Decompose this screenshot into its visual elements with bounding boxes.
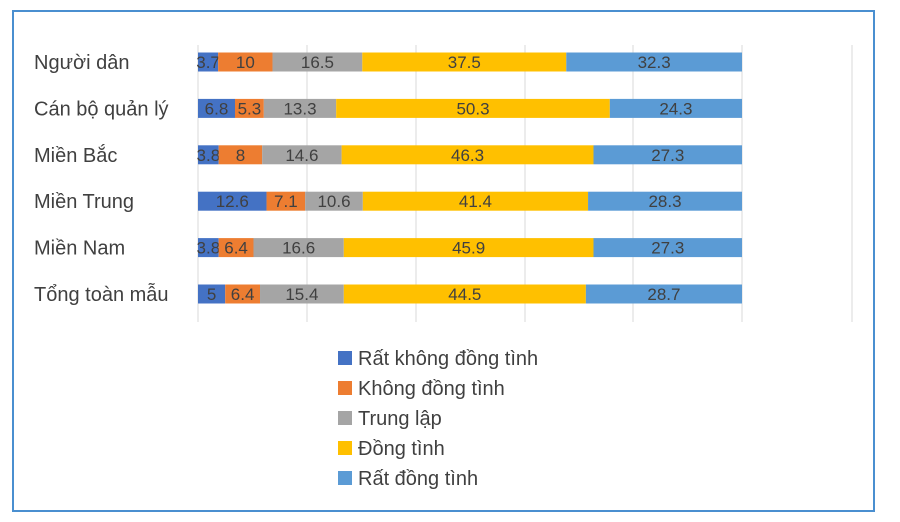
bar-rat-khong-dong-tinh-nguoi-dan bbox=[198, 52, 219, 72]
category-label-mien-trung: Miền Trung bbox=[34, 191, 134, 213]
data-label-rat-khong-dong-tinh-can-bo-quan-ly: 6.8 bbox=[205, 99, 229, 118]
bar-rat-dong-tinh-can-bo-quan-ly bbox=[609, 98, 742, 118]
bar-khong-dong-tinh-tong-toan-mau bbox=[225, 284, 261, 304]
legend-swatch-trung-lap bbox=[338, 411, 352, 425]
legend-label-rat-khong-dong-tinh: Rất không đồng tình bbox=[358, 348, 538, 370]
data-label-dong-tinh-tong-toan-mau: 44.5 bbox=[448, 285, 481, 304]
bar-dong-tinh-nguoi-dan bbox=[362, 52, 567, 72]
category-label-nguoi-dan: Người dân bbox=[34, 52, 129, 74]
legend-swatch-rat-khong-dong-tinh bbox=[338, 351, 352, 365]
data-label-rat-dong-tinh-mien-nam: 27.3 bbox=[651, 239, 684, 258]
bar-dong-tinh-mien-nam bbox=[343, 238, 594, 258]
category-label-tong-toan-mau: Tổng toàn mẫu bbox=[34, 283, 169, 306]
bar-rat-khong-dong-tinh-mien-bac bbox=[198, 145, 219, 165]
bar-rat-khong-dong-tinh-mien-nam bbox=[198, 238, 219, 258]
bar-rat-khong-dong-tinh-tong-toan-mau bbox=[198, 284, 226, 304]
legend-swatch-dong-tinh bbox=[338, 441, 352, 455]
bar-trung-lap-mien-nam bbox=[253, 238, 344, 258]
data-label-khong-dong-tinh-mien-nam: 6.4 bbox=[224, 239, 248, 258]
bar-rat-khong-dong-tinh-can-bo-quan-ly bbox=[198, 98, 235, 118]
data-label-dong-tinh-nguoi-dan: 37.5 bbox=[448, 53, 481, 72]
data-label-dong-tinh-mien-bac: 46.3 bbox=[451, 146, 484, 165]
bar-rat-dong-tinh-mien-trung bbox=[588, 191, 742, 211]
bar-trung-lap-can-bo-quan-ly bbox=[263, 98, 337, 118]
category-label-can-bo-quan-ly: Cán bộ quản lý bbox=[34, 98, 169, 120]
data-label-rat-dong-tinh-nguoi-dan: 32.3 bbox=[638, 53, 671, 72]
bar-rat-dong-tinh-nguoi-dan bbox=[566, 52, 742, 72]
data-label-trung-lap-can-bo-quan-ly: 13.3 bbox=[283, 99, 316, 118]
data-label-rat-khong-dong-tinh-mien-nam: 3.8 bbox=[197, 239, 221, 258]
bar-rat-dong-tinh-mien-bac bbox=[593, 145, 742, 165]
legend-swatch-khong-dong-tinh bbox=[338, 381, 352, 395]
bar-rat-dong-tinh-mien-nam bbox=[593, 238, 742, 258]
bar-khong-dong-tinh-mien-nam bbox=[218, 238, 254, 258]
bar-khong-dong-tinh-can-bo-quan-ly bbox=[234, 98, 264, 118]
bar-trung-lap-mien-trung bbox=[305, 191, 363, 211]
bar-dong-tinh-tong-toan-mau bbox=[343, 284, 586, 304]
bar-rat-dong-tinh-tong-toan-mau bbox=[585, 284, 742, 304]
category-label-mien-bac: Miền Bắc bbox=[34, 144, 117, 167]
data-label-rat-dong-tinh-mien-trung: 28.3 bbox=[648, 192, 681, 211]
data-label-trung-lap-nguoi-dan: 16.5 bbox=[301, 53, 334, 72]
data-label-rat-khong-dong-tinh-mien-trung: 12.6 bbox=[216, 192, 249, 211]
legend-swatch-rat-dong-tinh bbox=[338, 471, 352, 485]
data-label-trung-lap-tong-toan-mau: 15.4 bbox=[285, 285, 318, 304]
bar-dong-tinh-can-bo-quan-ly bbox=[336, 98, 610, 118]
data-label-khong-dong-tinh-mien-trung: 7.1 bbox=[274, 192, 298, 211]
data-label-khong-dong-tinh-nguoi-dan: 10 bbox=[236, 53, 255, 72]
bar-khong-dong-tinh-nguoi-dan bbox=[218, 52, 273, 72]
bar-rat-khong-dong-tinh-mien-trung bbox=[198, 191, 267, 211]
data-label-rat-dong-tinh-tong-toan-mau: 28.7 bbox=[647, 285, 680, 304]
data-label-khong-dong-tinh-mien-bac: 8 bbox=[236, 146, 245, 165]
data-label-trung-lap-mien-bac: 14.6 bbox=[285, 146, 318, 165]
data-label-rat-dong-tinh-mien-bac: 27.3 bbox=[651, 146, 684, 165]
data-label-dong-tinh-mien-nam: 45.9 bbox=[452, 239, 485, 258]
bar-trung-lap-nguoi-dan bbox=[272, 52, 363, 72]
legend-label-trung-lap: Trung lập bbox=[358, 408, 442, 430]
category-label-mien-nam: Miền Nam bbox=[34, 238, 125, 260]
data-label-dong-tinh-can-bo-quan-ly: 50.3 bbox=[456, 99, 489, 118]
data-label-rat-khong-dong-tinh-mien-bac: 3.8 bbox=[197, 146, 221, 165]
data-label-trung-lap-mien-trung: 10.6 bbox=[317, 192, 350, 211]
data-label-trung-lap-mien-nam: 16.6 bbox=[282, 239, 315, 258]
bar-trung-lap-tong-toan-mau bbox=[260, 284, 344, 304]
legend-label-dong-tinh: Đồng tình bbox=[358, 438, 445, 460]
data-label-khong-dong-tinh-can-bo-quan-ly: 5.3 bbox=[238, 99, 262, 118]
bar-dong-tinh-mien-trung bbox=[362, 191, 589, 211]
bar-trung-lap-mien-bac bbox=[262, 145, 342, 165]
bar-khong-dong-tinh-mien-trung bbox=[266, 191, 306, 211]
bar-khong-dong-tinh-mien-bac bbox=[218, 145, 263, 165]
legend-label-rat-dong-tinh: Rất đồng tình bbox=[358, 468, 478, 490]
data-label-dong-tinh-mien-trung: 41.4 bbox=[459, 192, 492, 211]
chart-frame bbox=[12, 10, 875, 512]
bar-dong-tinh-mien-bac bbox=[341, 145, 594, 165]
data-label-rat-khong-dong-tinh-tong-toan-mau: 5 bbox=[207, 285, 216, 304]
legend-label-khong-dong-tinh: Không đồng tình bbox=[358, 378, 505, 400]
data-label-khong-dong-tinh-tong-toan-mau: 6.4 bbox=[231, 285, 255, 304]
data-label-rat-khong-dong-tinh-nguoi-dan: 3.7 bbox=[196, 53, 220, 72]
data-label-rat-dong-tinh-can-bo-quan-ly: 24.3 bbox=[659, 99, 692, 118]
